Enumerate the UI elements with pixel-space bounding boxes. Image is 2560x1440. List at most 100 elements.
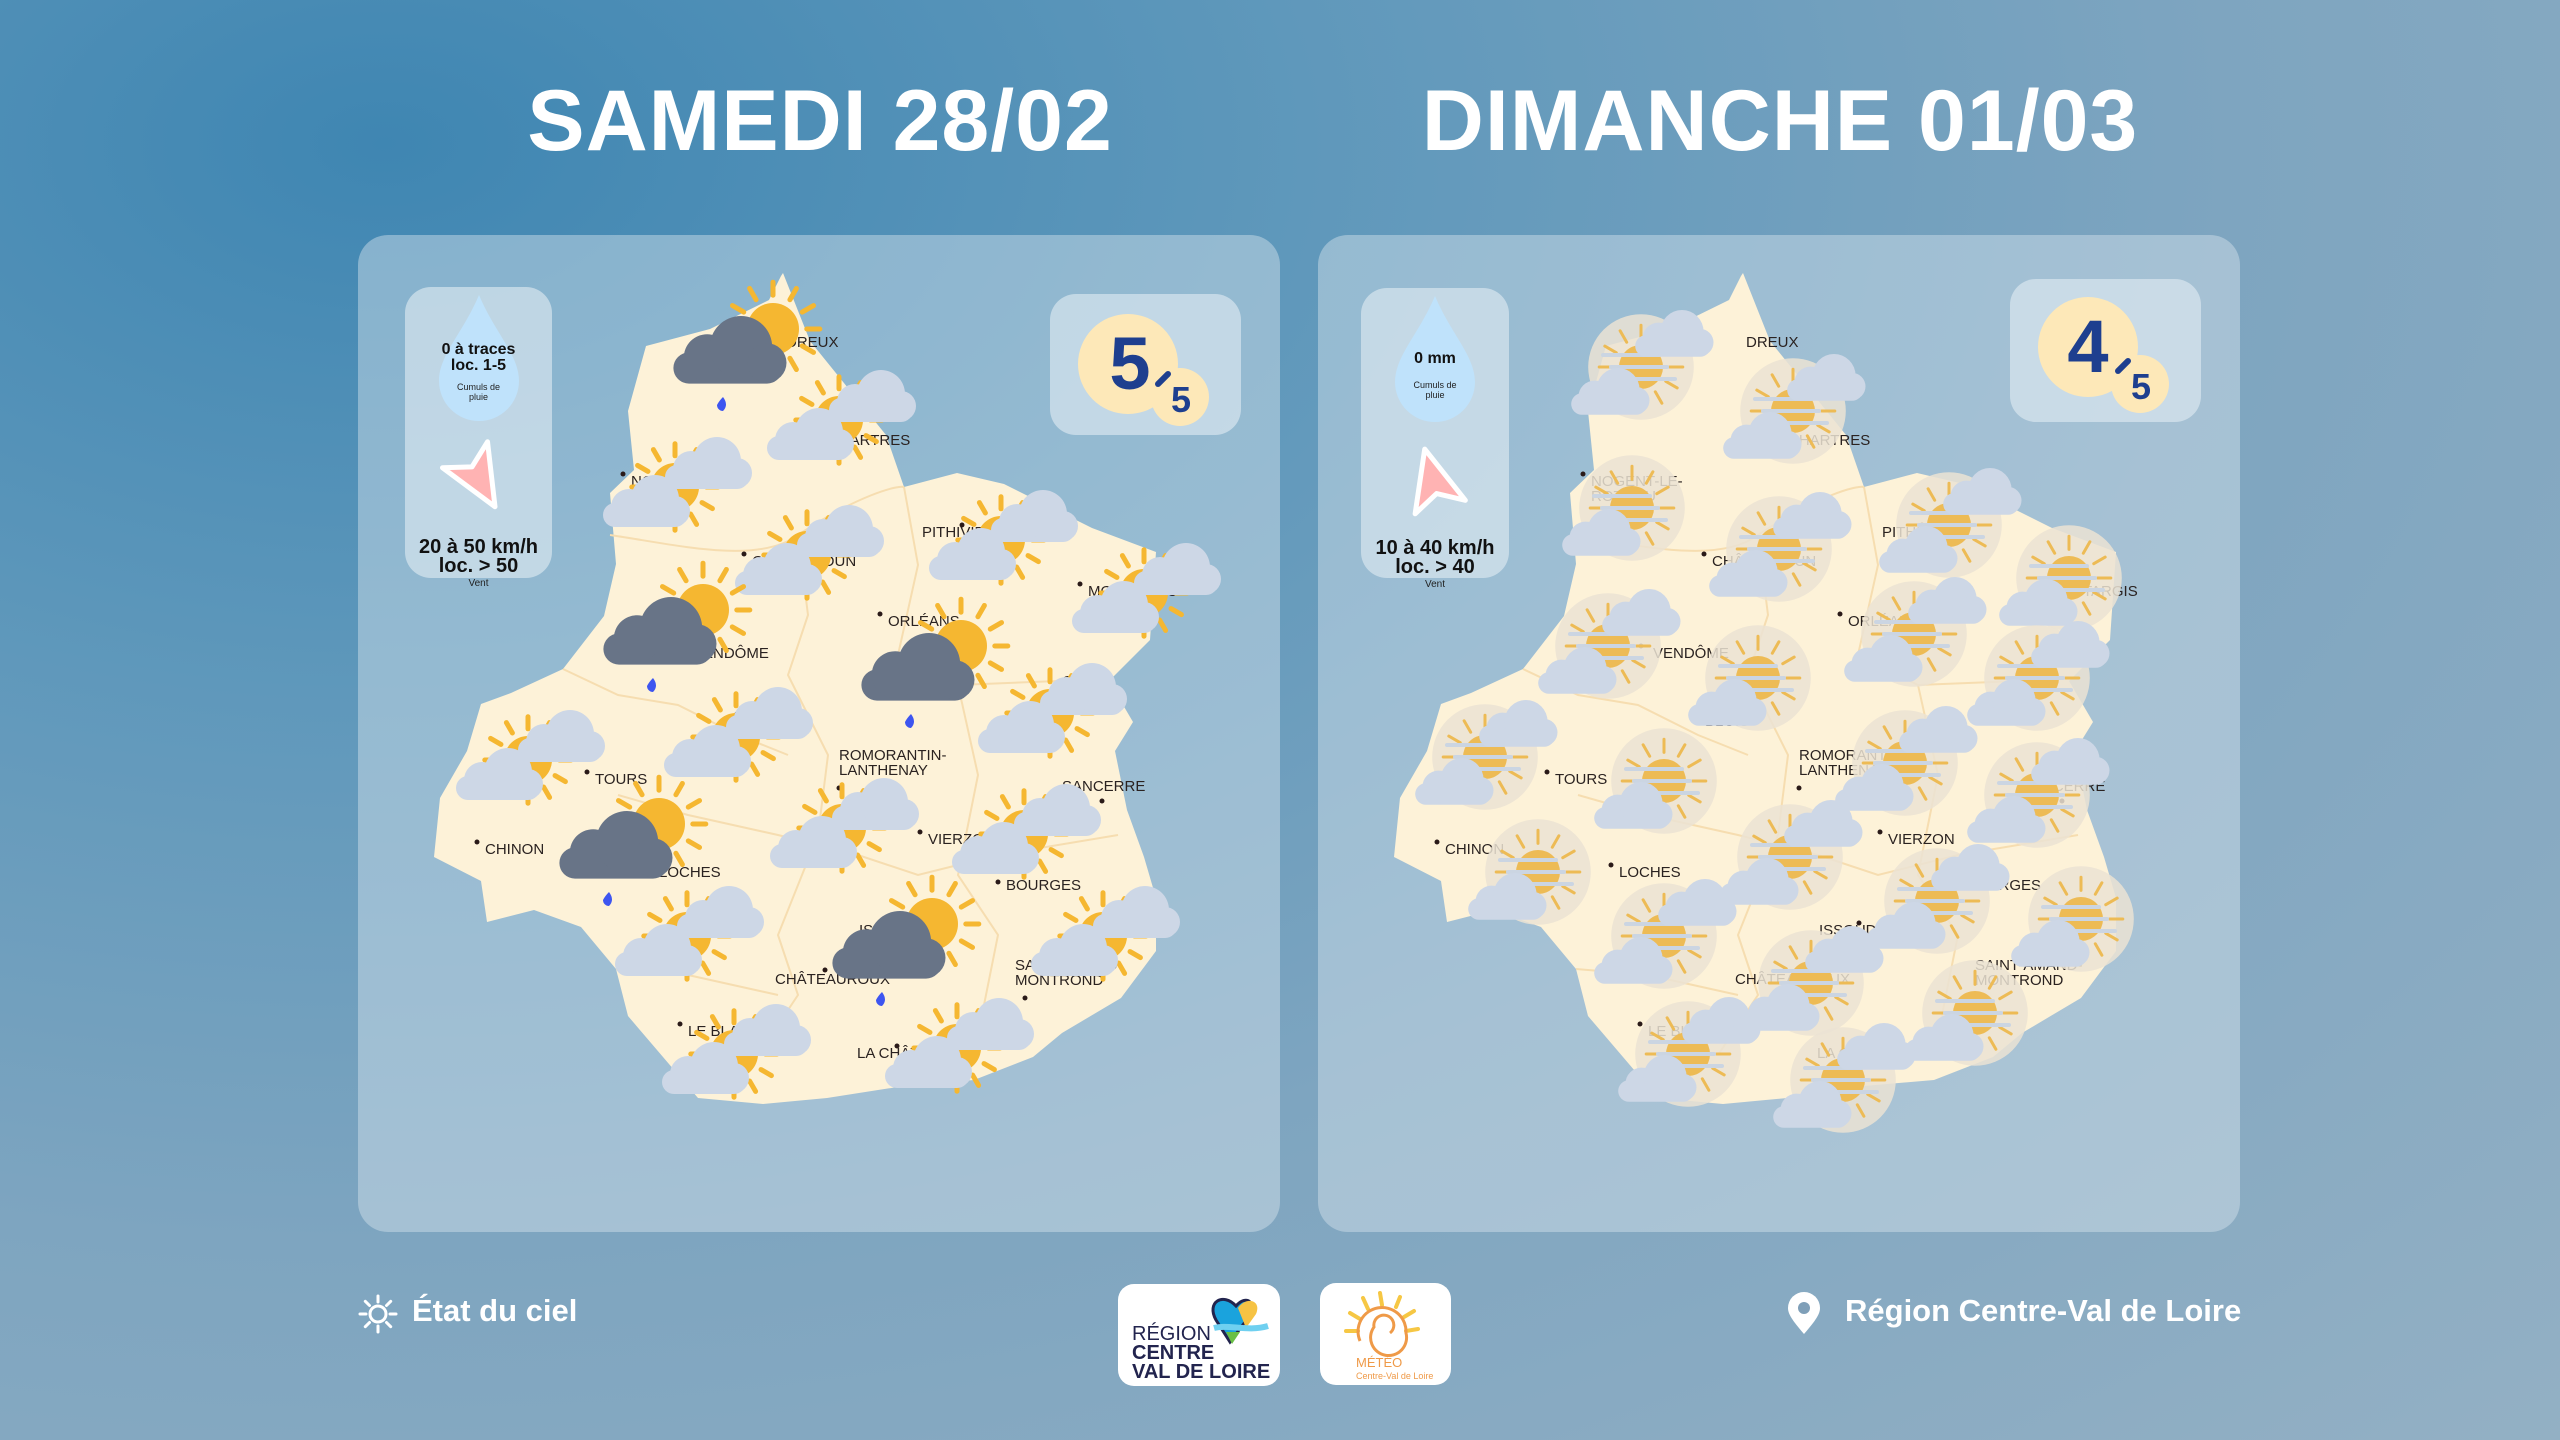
city-dot [1856,920,1862,926]
region-logo-line3: VAL DE LOIRE [1132,1361,1270,1383]
hazy-partly-cloudy-icon [1594,728,1717,834]
rain-drop-icon [1395,296,1475,422]
city-dot [1637,1021,1643,1027]
hazy-partly-cloudy-icon [1879,468,2022,578]
rain-icon [832,874,982,1006]
hazy-partly-cloudy-icon [1562,455,1685,561]
day-title-saturday: SAMEDI 28/02 [527,73,1113,169]
partly-cloudy-icon [615,886,764,982]
city-dot [959,522,965,528]
rain-icon [673,279,823,411]
partly-cloudy-icon [767,370,916,466]
city-dot [1608,862,1614,868]
city-dot [894,1043,900,1049]
partly-cloudy-icon [456,710,605,806]
meteo-logo[interactable]: MÉTÉO Centre-Val de Loire [1320,1283,1451,1385]
rating-max: 5 [1171,379,1191,420]
partly-cloudy-icon [770,778,919,874]
city-label: DREUX [786,334,839,351]
region-map: DREUXCHARTRESNOGENT-LE-ROTROUCHÂTEAUDUNP… [434,273,1221,1104]
city-dot [620,471,626,477]
wind-label: Vent [1424,579,1446,590]
hazy-partly-cloudy-icon [1594,879,1737,989]
rating-box: 4 5 [2010,279,2201,422]
partly-cloudy-icon [735,505,884,601]
wind-local: loc. > 40 [1395,556,1475,578]
city-dot [1099,798,1105,804]
city-dot [1077,581,1083,587]
rain-label: Cumuls de pluie [456,382,501,402]
hazy-partly-cloudy-icon [1538,589,1681,699]
hazy-partly-cloudy-icon [1835,706,1978,816]
city-dot [741,551,747,557]
map-pin-icon [1788,1292,1820,1334]
city-dot [917,829,923,835]
city-dot [1434,839,1440,845]
wind-label: Vent [468,578,489,589]
arrow-southeast-icon [439,439,498,510]
partly-cloudy-icon [664,687,813,783]
hazy-partly-cloudy-icon [1415,700,1558,810]
wind-local: loc. > 50 [438,555,519,577]
department-border [956,684,1000,1036]
rating-badge: 4 5 [2038,297,2169,413]
rating-value: 5 [1109,322,1150,405]
hazy-partly-cloudy-icon [1967,738,2110,848]
rain-local: loc. 1-5 [450,357,507,374]
city-dot [877,611,883,617]
hazy-partly-cloudy-icon [1967,621,2110,731]
hazy-partly-cloudy-icon [1844,577,1987,687]
city-dot [1022,995,1028,1001]
rain-amount: 0 mm [1414,350,1456,367]
city-dot [1837,611,1843,617]
hazy-partly-cloudy-icon [1618,997,1761,1107]
info-box: 0 mm Cumuls de pluie 10 à 40 km/h loc. >… [1361,288,1509,590]
partly-cloudy-icon [978,663,1127,759]
city-dot [1544,769,1550,775]
partly-cloudy-icon [929,490,1078,586]
forecast-panel-saturday: DREUXCHARTRESNOGENT-LE-ROTROUCHÂTEAUDUNP… [358,235,1280,1232]
hazy-partly-cloudy-icon [2011,866,2134,972]
rating-badge: 5 5 [1078,314,1209,426]
hazy-partly-cloudy-icon [1867,844,2010,954]
rain-icon [559,774,709,906]
city-label: LANTHENAY [839,762,928,779]
hazy-partly-cloudy-icon [1773,1023,1916,1133]
region-logo[interactable]: RÉGION CENTRE VAL DE LOIRE [1118,1284,1280,1386]
city-dot [1796,785,1802,791]
day-title-sunday: DIMANCHE 01/03 [1421,73,2139,169]
region-map: DREUXCHARTRESNOGENT-LE-ROTROUCHÂTEAUDUNP… [1394,273,2138,1133]
rain-icon [603,560,753,692]
city-dot [474,839,480,845]
rain-drop-icon [439,295,519,421]
info-box: 0 à traces loc. 1-5 Cumuls de pluie 20 à… [405,287,552,589]
city-dot [584,769,590,775]
hazy-partly-cloudy-icon [1720,800,1863,910]
region-logo-line2: CENTRE [1132,1342,1214,1364]
hazy-partly-cloudy-icon [1468,819,1591,925]
partly-cloudy-icon [885,998,1034,1094]
city-label: MONTROND [1015,972,1103,989]
hazy-partly-cloudy-icon [1999,525,2122,631]
city-label: CHINON [485,841,544,858]
rain-amount: 0 à traces [441,341,516,358]
meteo-logo-line1: MÉTÉO [1356,1355,1402,1370]
meteo-logo-line2: Centre-Val de Loire [1356,1371,1433,1381]
rating-value: 4 [2067,305,2108,388]
hazy-partly-cloudy-icon [1688,625,1811,731]
city-label: ROMORANTIN- [839,747,947,764]
hazy-partly-cloudy-icon [1571,310,1714,420]
arrow-north-icon [1412,446,1468,517]
partly-cloudy-icon [952,784,1101,880]
hazy-partly-cloudy-icon [1741,926,1884,1036]
city-dot [995,879,1001,885]
partly-cloudy-icon [662,1004,811,1100]
partly-cloudy-icon [1072,543,1221,639]
hazy-partly-cloudy-icon [1709,492,1852,602]
partly-cloudy-icon [603,437,752,533]
forecast-panel-sunday: DREUXCHARTRESNOGENT-LE-ROTROUCHÂTEAUDUNP… [1318,235,2240,1232]
rating-max: 5 [2131,366,2151,407]
city-dot [1701,551,1707,557]
hazy-partly-cloudy-icon [1905,960,2028,1066]
city-dot [677,1021,683,1027]
